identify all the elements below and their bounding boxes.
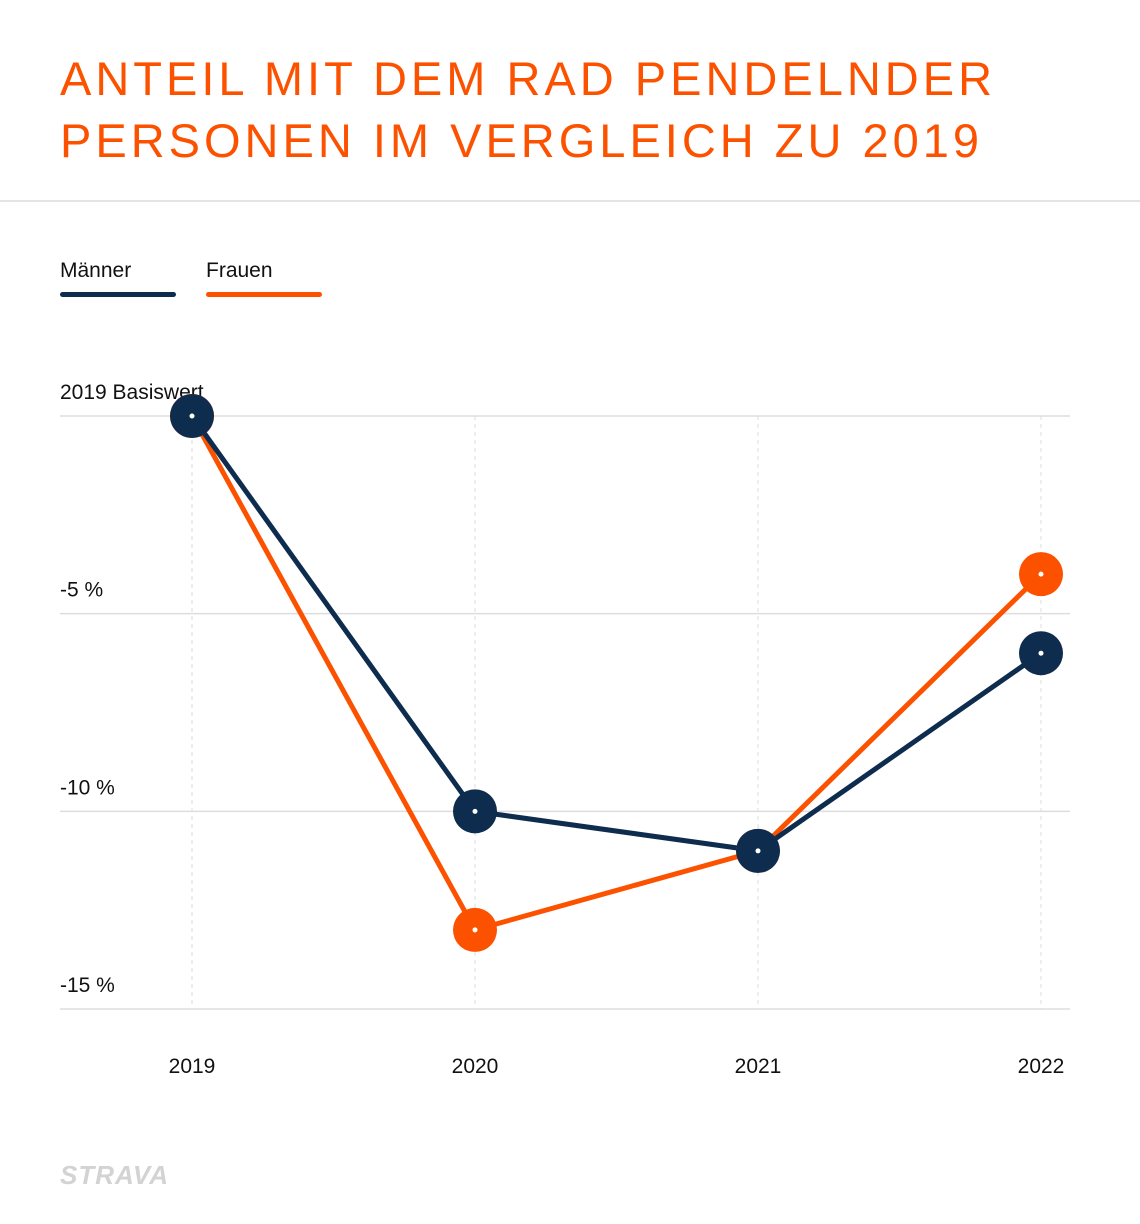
data-point-center-dot [755, 848, 761, 854]
y-tick-label: -15 % [60, 974, 115, 997]
legend-label-maenner: Männer [60, 259, 132, 282]
x-tick-label: 2021 [735, 1055, 782, 1078]
header-divider [0, 200, 1140, 202]
data-point-center-dot [1038, 571, 1044, 577]
series-markers [170, 394, 1063, 952]
chart-title-line-2: PERSONEN IM VERGLEICH ZU 2019 [60, 114, 984, 167]
data-point-center-dot [189, 413, 195, 419]
legend-label-frauen: Frauen [206, 259, 273, 282]
y-tick-label: -5 % [60, 579, 103, 602]
line-chart: 2019 Basiswert -5 % -10 % -15 % 2019 2020 202… [60, 381, 1070, 1078]
x-tick-label: 2022 [1018, 1055, 1065, 1078]
legend-swatch-frauen [206, 292, 322, 297]
legend-item-frauen: Frauen [206, 258, 322, 297]
y-tick-label: -10 % [60, 776, 115, 799]
x-tick-label: 2020 [452, 1055, 499, 1078]
grid-vertical [191, 416, 1042, 1009]
x-tick-label: 2019 [169, 1055, 216, 1078]
y-tick-label: 2019 Basiswert [60, 381, 204, 404]
data-point-center-dot [1038, 650, 1044, 656]
y-tick-labels: 2019 Basiswert -5 % -10 % -15 % [60, 381, 204, 997]
legend-item-maenner: Männer [60, 258, 176, 297]
series-line-frauen [189, 413, 1044, 933]
chart-title: ANTEIL MIT DEM RAD PENDELNDER PERSONEN I… [60, 48, 996, 172]
strava-logo: STRAVA [60, 1160, 170, 1190]
data-point-center-dot [472, 808, 478, 814]
x-tick-labels: 2019 2020 2021 2022 [169, 1055, 1065, 1078]
series-lines [189, 413, 1044, 933]
chart-title-line-1: ANTEIL MIT DEM RAD PENDELNDER [60, 52, 997, 105]
legend-swatch-maenner [60, 292, 176, 297]
grid-horizontal [60, 415, 1070, 1010]
series-line-maenner [189, 413, 1044, 854]
data-point-center-dot [472, 927, 478, 933]
